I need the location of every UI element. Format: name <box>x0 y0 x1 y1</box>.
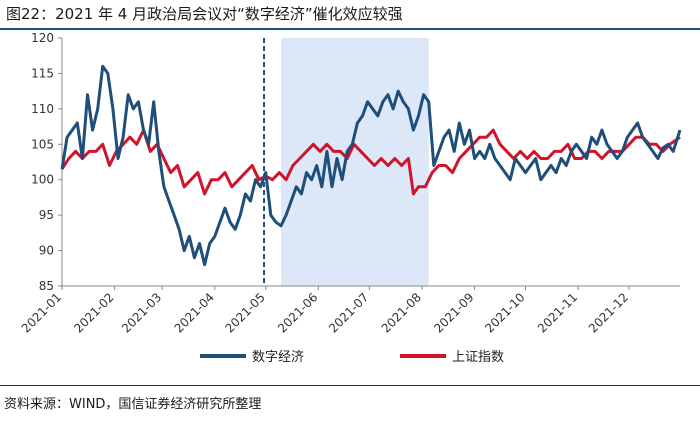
y-tick-label: 105 <box>31 137 54 151</box>
x-tick-label: 2021-01 <box>19 290 64 335</box>
series-layer <box>60 64 682 267</box>
x-tick-label: 2021-11 <box>535 290 580 335</box>
x-tick-label: 2021-04 <box>172 290 217 335</box>
x-tick-label: 2021-09 <box>431 290 476 335</box>
x-tick-label: 2021-05 <box>223 290 268 335</box>
x-tick-label: 2021-06 <box>275 290 320 335</box>
x-tick-label: 2021-08 <box>379 290 424 335</box>
source-rule <box>0 385 700 386</box>
series-line <box>60 64 682 267</box>
y-tick-label: 95 <box>39 208 54 222</box>
source-note: 资料来源：WIND，国信证券经济研究所整理 <box>4 397 262 412</box>
y-tick-label: 120 <box>31 31 54 45</box>
x-tick-label: 2021-10 <box>482 290 527 335</box>
figure-title: 图22：2021 年 4 月政治局会议对“数字经济”催化效应较强 <box>6 5 403 23</box>
title-rule <box>0 28 700 30</box>
x-tick-label: 2021-12 <box>586 290 631 335</box>
y-tick-label: 85 <box>39 279 54 293</box>
y-tick-label: 90 <box>39 244 54 258</box>
x-tick-label: 2021-07 <box>326 290 371 335</box>
x-tick-label: 2021-03 <box>119 290 164 335</box>
x-tick-label: 2021-02 <box>71 290 116 335</box>
y-tick-label: 110 <box>31 102 54 116</box>
legend: 数字经济 上证指数 <box>200 350 504 365</box>
series-line <box>60 128 681 196</box>
legend-label: 上证指数 <box>452 350 504 365</box>
legend-label: 数字经济 <box>252 350 304 365</box>
y-tick-label: 115 <box>31 66 54 80</box>
y-tick-label: 100 <box>31 173 54 187</box>
